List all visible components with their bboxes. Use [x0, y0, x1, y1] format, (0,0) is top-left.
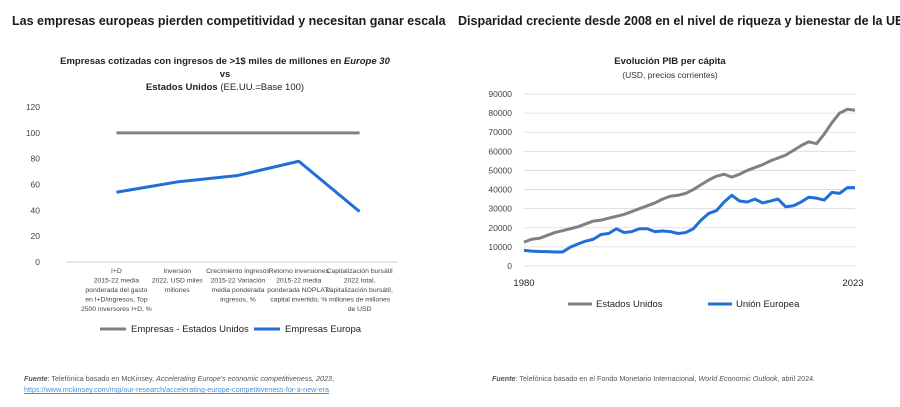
x-tick-label-2-0: Crecimiento ingresos [206, 268, 270, 275]
legend-label-1: Empresas Europa [285, 324, 362, 335]
y-tick-label-1: 10000 [488, 242, 512, 252]
left-footnote-text: : Telefónica basado en McKinsey, [47, 374, 156, 383]
y-tick-label-1: 20 [31, 231, 41, 241]
y-tick-label-9: 90000 [488, 89, 512, 99]
x-tick-label-0-0: I+D [111, 268, 122, 275]
right-footnote-source: World Economic Outlook [698, 374, 778, 383]
y-tick-label-8: 80000 [488, 108, 512, 118]
left-panel-title: Las empresas europeas pierden competitiv… [12, 14, 446, 28]
y-tick-label-3: 30000 [488, 204, 512, 214]
right-chart-subtitle: (USD, precios corrientes) [622, 70, 718, 80]
y-tick-label-3: 60 [31, 180, 41, 190]
x-tick-label-3-0: Retorno inversiones [269, 268, 330, 275]
x-tick-label-4-1: 2022 total, [344, 278, 376, 285]
x-tick-label-0-1: 2015-22 media [94, 278, 140, 285]
x-tick-label-4-0: Capitalización bursátil [327, 268, 394, 275]
legend-label-0: Empresas - Estados Unidos [131, 324, 249, 335]
y-tick-label-0: 0 [35, 257, 40, 267]
y-tick-label-2: 20000 [488, 223, 512, 233]
x-tick-label-1-1: 2022, USD miles [152, 278, 204, 285]
y-tick-label-2: 40 [31, 205, 41, 215]
legend-label-1: Unión Europea [736, 299, 800, 310]
x-tick-label-2-3: ingresos, % [220, 297, 256, 304]
y-tick-label-5: 50000 [488, 165, 512, 175]
x-tick-label-0-2: ponderada del gasto [85, 287, 147, 294]
right-footnote-label: Fuente [492, 374, 516, 383]
y-tick-label-5: 100 [26, 128, 40, 138]
x-tick-label-1: 2023 [842, 278, 863, 289]
y-tick-label-6: 60000 [488, 146, 512, 156]
x-tick-label-1-2: millones [165, 287, 191, 294]
right-footnote-text: : Telefónica basado en el Fondo Monetari… [515, 374, 699, 383]
left-chart-title-base: (EE.UU.=Base 100) [217, 82, 305, 93]
left-footnote: Fuente: Telefónica basado en McKinsey, A… [24, 374, 334, 383]
y-tick-label-7: 70000 [488, 127, 512, 137]
left-chart-title: Empresas cotizadas con ingresos de >1$ m… [60, 55, 390, 94]
x-tick-label-3-3: capital invertido, % [270, 297, 327, 304]
left-footnote-link-row: https://www.mckinsey.com/mgi/our-researc… [24, 385, 329, 394]
x-tick-label-4-3: millones de millones [329, 297, 391, 304]
x-tick-label-3-2: ponderada NOPLAT/ [267, 287, 330, 294]
left-footnote-source: Accelerating Europe's economic competiti… [155, 374, 332, 383]
right-chart-title: Evolución PIB per cápita [614, 56, 726, 67]
y-tick-label-4: 40000 [488, 185, 512, 195]
left-chart-title-part1: Empresas cotizadas con ingresos de >1$ m… [60, 56, 344, 67]
series-line-1 [523, 186, 855, 254]
left-footnote-link[interactable]: https://www.mckinsey.com/mgi/our-researc… [24, 385, 330, 394]
x-tick-label-2-1: 2015-22 Variación [211, 278, 266, 285]
left-chart-title-europe30: Europe 30 [343, 56, 390, 67]
legend-label-0: Estados Unidos [596, 299, 663, 310]
right-footnote: Fuente: Telefónica basado en el Fondo Mo… [492, 374, 815, 383]
right-panel-title: Disparidad creciente desde 2008 en el ni… [458, 14, 900, 28]
x-tick-label-0-3: en I+D/ingresos, Top [85, 297, 148, 304]
y-tick-label-0: 0 [507, 261, 512, 271]
x-tick-label-1-0: Inversión [163, 268, 191, 275]
x-tick-label-2-2: media ponderada [212, 287, 265, 294]
x-tick-label-3-1: 2015-22 media [276, 278, 322, 285]
left-footnote-comma: , [331, 374, 334, 383]
x-tick-label-4-4: de USD [348, 306, 372, 313]
x-tick-label-4-2: capitalización bursátil, [326, 287, 393, 294]
x-tick-label-0-4: 2500 inversores I+D, % [81, 306, 152, 313]
x-tick-label-0: 1980 [513, 278, 534, 289]
y-tick-label-6: 120 [26, 102, 40, 112]
left-footnote-label: Fuente [24, 374, 48, 383]
y-tick-label-4: 80 [31, 154, 41, 164]
left-chart-title-us: Estados Unidos [145, 82, 218, 93]
left-chart-title-vs: vs [219, 69, 231, 80]
right-footnote-date: , abril 2024. [777, 374, 816, 383]
series-line-0 [523, 107, 856, 244]
